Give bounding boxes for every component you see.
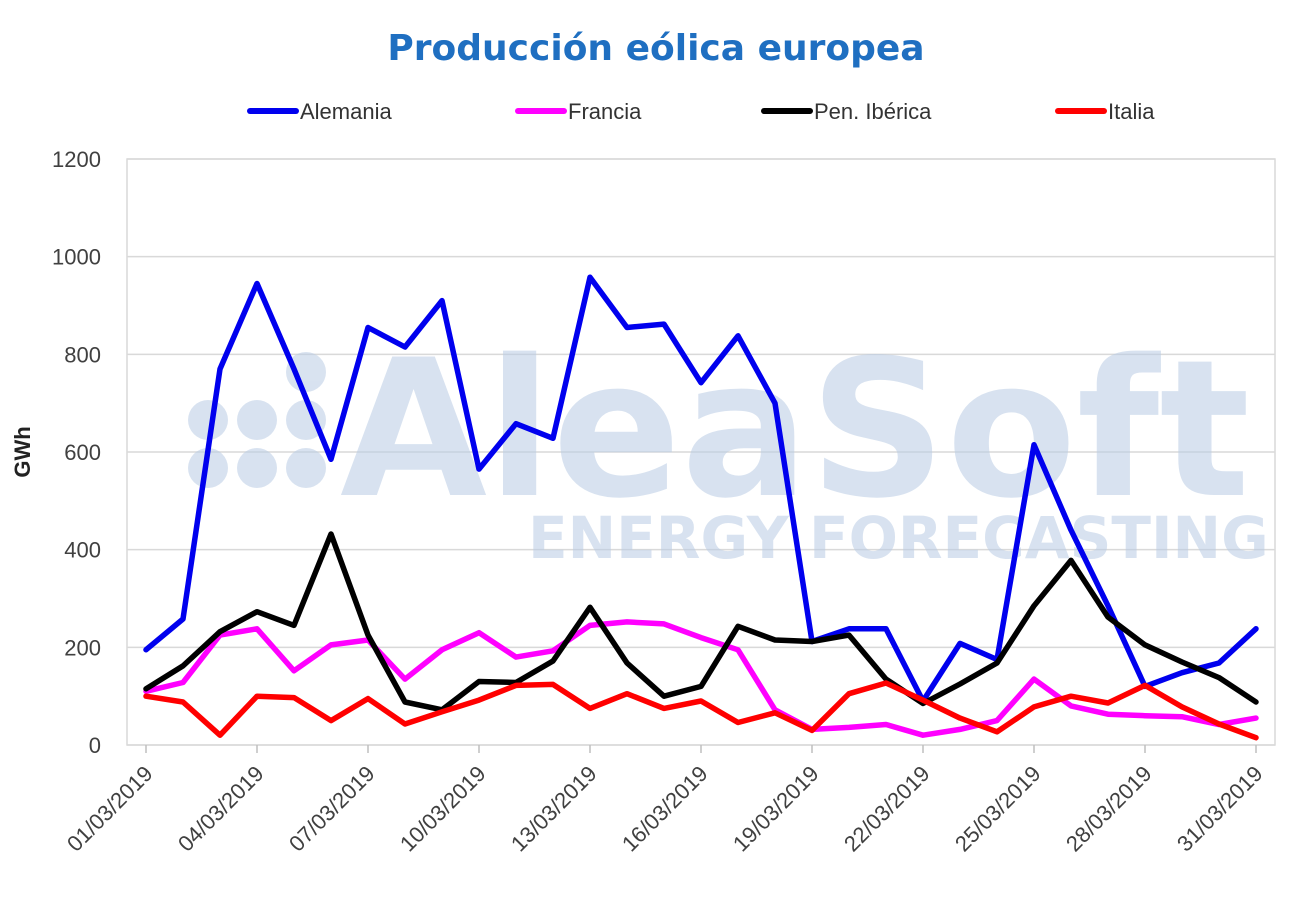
watermark-logo-dots — [188, 352, 326, 488]
x-tick-label: 10/03/2019 — [395, 761, 491, 857]
x-axis-ticks: 01/03/2019 04/03/2019 07/03/2019 10/03/2019… — [62, 745, 1268, 856]
y-tick-label: 400 — [64, 538, 101, 563]
chart-title: Producción eólica europea — [387, 28, 924, 69]
legend-label: Alemania — [300, 99, 392, 124]
y-tick-label: 800 — [64, 342, 101, 367]
x-tick-label: 07/03/2019 — [284, 761, 380, 857]
y-tick-label: 1200 — [52, 147, 101, 172]
series-line-italia — [143, 680, 1259, 741]
x-tick-label: 04/03/2019 — [173, 761, 269, 857]
legend: Alemania Francia Pen. Ibérica Italia — [247, 99, 1155, 124]
y-tick-label: 0 — [89, 733, 101, 758]
watermark-tagline: ENERGY FORECASTING — [528, 504, 1269, 572]
x-tick-label: 19/03/2019 — [728, 761, 824, 857]
watermark: AleaSoft ENERGY FORECASTING — [188, 319, 1269, 572]
series-line-pen-ib-rica — [143, 531, 1259, 713]
y-tick-label: 600 — [64, 440, 101, 465]
y-axis-ticks: 0 200 400 600 800 1000 1200 — [52, 147, 101, 758]
x-tick-label: 16/03/2019 — [617, 761, 713, 857]
y-tick-label: 200 — [64, 635, 101, 660]
x-tick-label: 25/03/2019 — [950, 761, 1046, 857]
x-tick-label: 22/03/2019 — [839, 761, 935, 857]
x-tick-label: 13/03/2019 — [506, 761, 602, 857]
y-axis-label: GWh — [10, 426, 35, 477]
series-line-alemania — [143, 274, 1259, 704]
x-tick-label: 28/03/2019 — [1061, 761, 1157, 857]
x-tick-label: 31/03/2019 — [1172, 761, 1268, 857]
legend-label: Francia — [568, 99, 642, 124]
series-lines — [143, 274, 1259, 741]
legend-label: Pen. Ibérica — [814, 99, 932, 124]
series-line-francia — [143, 619, 1259, 738]
legend-label: Italia — [1108, 99, 1155, 124]
y-tick-label: 1000 — [52, 245, 101, 270]
watermark-brand: AleaSoft — [340, 319, 1250, 540]
x-tick-label: 01/03/2019 — [62, 761, 158, 857]
